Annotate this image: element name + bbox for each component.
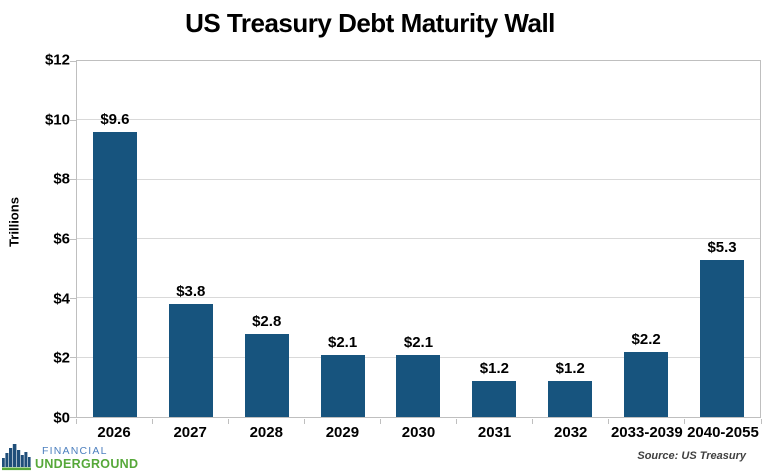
x-tick-label: 2030 bbox=[401, 424, 436, 441]
y-tick-label: $8 bbox=[53, 170, 70, 188]
bar-value-label: $5.3 bbox=[707, 238, 737, 256]
bar bbox=[168, 304, 213, 417]
x-tick-label: 2026 bbox=[97, 424, 131, 441]
bar-column: $2.2 bbox=[608, 61, 684, 417]
x-tick-label: 2033-2039 bbox=[610, 424, 683, 441]
y-tick-mark bbox=[70, 357, 77, 359]
bar bbox=[244, 333, 289, 417]
y-tick-label: $0 bbox=[53, 409, 70, 427]
chart-title: US Treasury Debt Maturity Wall bbox=[185, 8, 555, 38]
y-tick-mark bbox=[70, 297, 77, 299]
source-note: Source: US Treasury bbox=[637, 450, 746, 462]
bar-value-label: $1.2 bbox=[555, 360, 585, 378]
bar bbox=[320, 354, 365, 417]
bar-value-label: $1.2 bbox=[479, 360, 509, 378]
bar-column: $3.8 bbox=[153, 61, 229, 417]
bar bbox=[92, 132, 137, 417]
y-tick-label: $6 bbox=[53, 230, 70, 248]
skyline-icon bbox=[2, 444, 31, 471]
logo-financial: FINANCIAL bbox=[42, 445, 108, 457]
bar bbox=[472, 381, 517, 417]
gridline bbox=[77, 119, 760, 121]
gridline bbox=[77, 297, 760, 299]
brand-logo: FINANCIAL UNDERGROUND bbox=[2, 444, 138, 471]
y-tick-mark bbox=[70, 179, 77, 181]
x-tick-mark bbox=[303, 419, 305, 424]
bar-column: $1.2 bbox=[532, 61, 608, 417]
logo-underground: UNDERGROUND bbox=[35, 456, 139, 471]
logo-text: FINANCIAL UNDERGROUND bbox=[35, 446, 138, 471]
x-axis-ticks bbox=[75, 419, 762, 425]
bar bbox=[396, 354, 441, 417]
bar bbox=[548, 381, 593, 417]
x-tick-mark bbox=[532, 419, 534, 424]
bar bbox=[624, 351, 669, 417]
x-tick-mark bbox=[75, 419, 77, 424]
bar-column: $2.1 bbox=[381, 61, 457, 417]
x-tick-mark bbox=[456, 419, 458, 424]
bar-column: $5.3 bbox=[684, 61, 760, 417]
x-tick-label: 2029 bbox=[325, 424, 360, 441]
x-tick-mark bbox=[760, 419, 762, 424]
x-tick-mark bbox=[227, 419, 229, 424]
y-tick-mark bbox=[70, 119, 77, 121]
bar-value-label: $3.8 bbox=[176, 283, 206, 301]
x-tick-label: 2032 bbox=[554, 424, 588, 441]
bar-value-label: $2.2 bbox=[631, 330, 661, 348]
bar-column: $9.6 bbox=[77, 61, 153, 417]
x-tick-mark bbox=[608, 419, 610, 424]
x-tick-mark bbox=[151, 419, 153, 424]
y-tick-mark bbox=[70, 416, 77, 418]
x-tick-label: 2040-2055 bbox=[687, 424, 759, 441]
bar-column: $2.1 bbox=[305, 61, 381, 417]
bar-column: $1.2 bbox=[456, 61, 532, 417]
y-tick-mark bbox=[70, 238, 77, 240]
y-tick-label: $12 bbox=[44, 51, 70, 69]
gridline bbox=[77, 178, 760, 180]
gridline bbox=[77, 238, 760, 239]
bar-value-label: $2.8 bbox=[252, 312, 282, 330]
x-tick-mark bbox=[684, 419, 686, 424]
bar-value-label: $9.6 bbox=[100, 111, 130, 129]
y-axis-labels: $0 $2 $4 $6 $8 $10 $12 bbox=[0, 52, 70, 427]
x-tick-label: 2031 bbox=[477, 424, 512, 441]
bar bbox=[700, 259, 745, 417]
y-tick-label: $4 bbox=[53, 290, 70, 308]
y-tick-label: $10 bbox=[44, 111, 70, 129]
plot-area: $9.6 $3.8 $2.8 $2.1 $2.1 $1.2 $1.2 $2.2 $5.3 bbox=[70, 60, 761, 418]
x-axis-labels: 2026 2027 2028 2029 2030 2031 2032 2033-2039 204… bbox=[76, 424, 761, 441]
y-tick-mark bbox=[70, 60, 77, 62]
x-tick-label: 2028 bbox=[249, 424, 283, 441]
x-tick-label: 2027 bbox=[173, 424, 207, 441]
bar-column: $2.8 bbox=[229, 61, 305, 417]
bar-value-label: $2.1 bbox=[327, 333, 358, 351]
x-tick-mark bbox=[379, 419, 381, 424]
y-tick-label: $2 bbox=[53, 349, 70, 367]
bar-value-label: $2.1 bbox=[403, 333, 434, 351]
